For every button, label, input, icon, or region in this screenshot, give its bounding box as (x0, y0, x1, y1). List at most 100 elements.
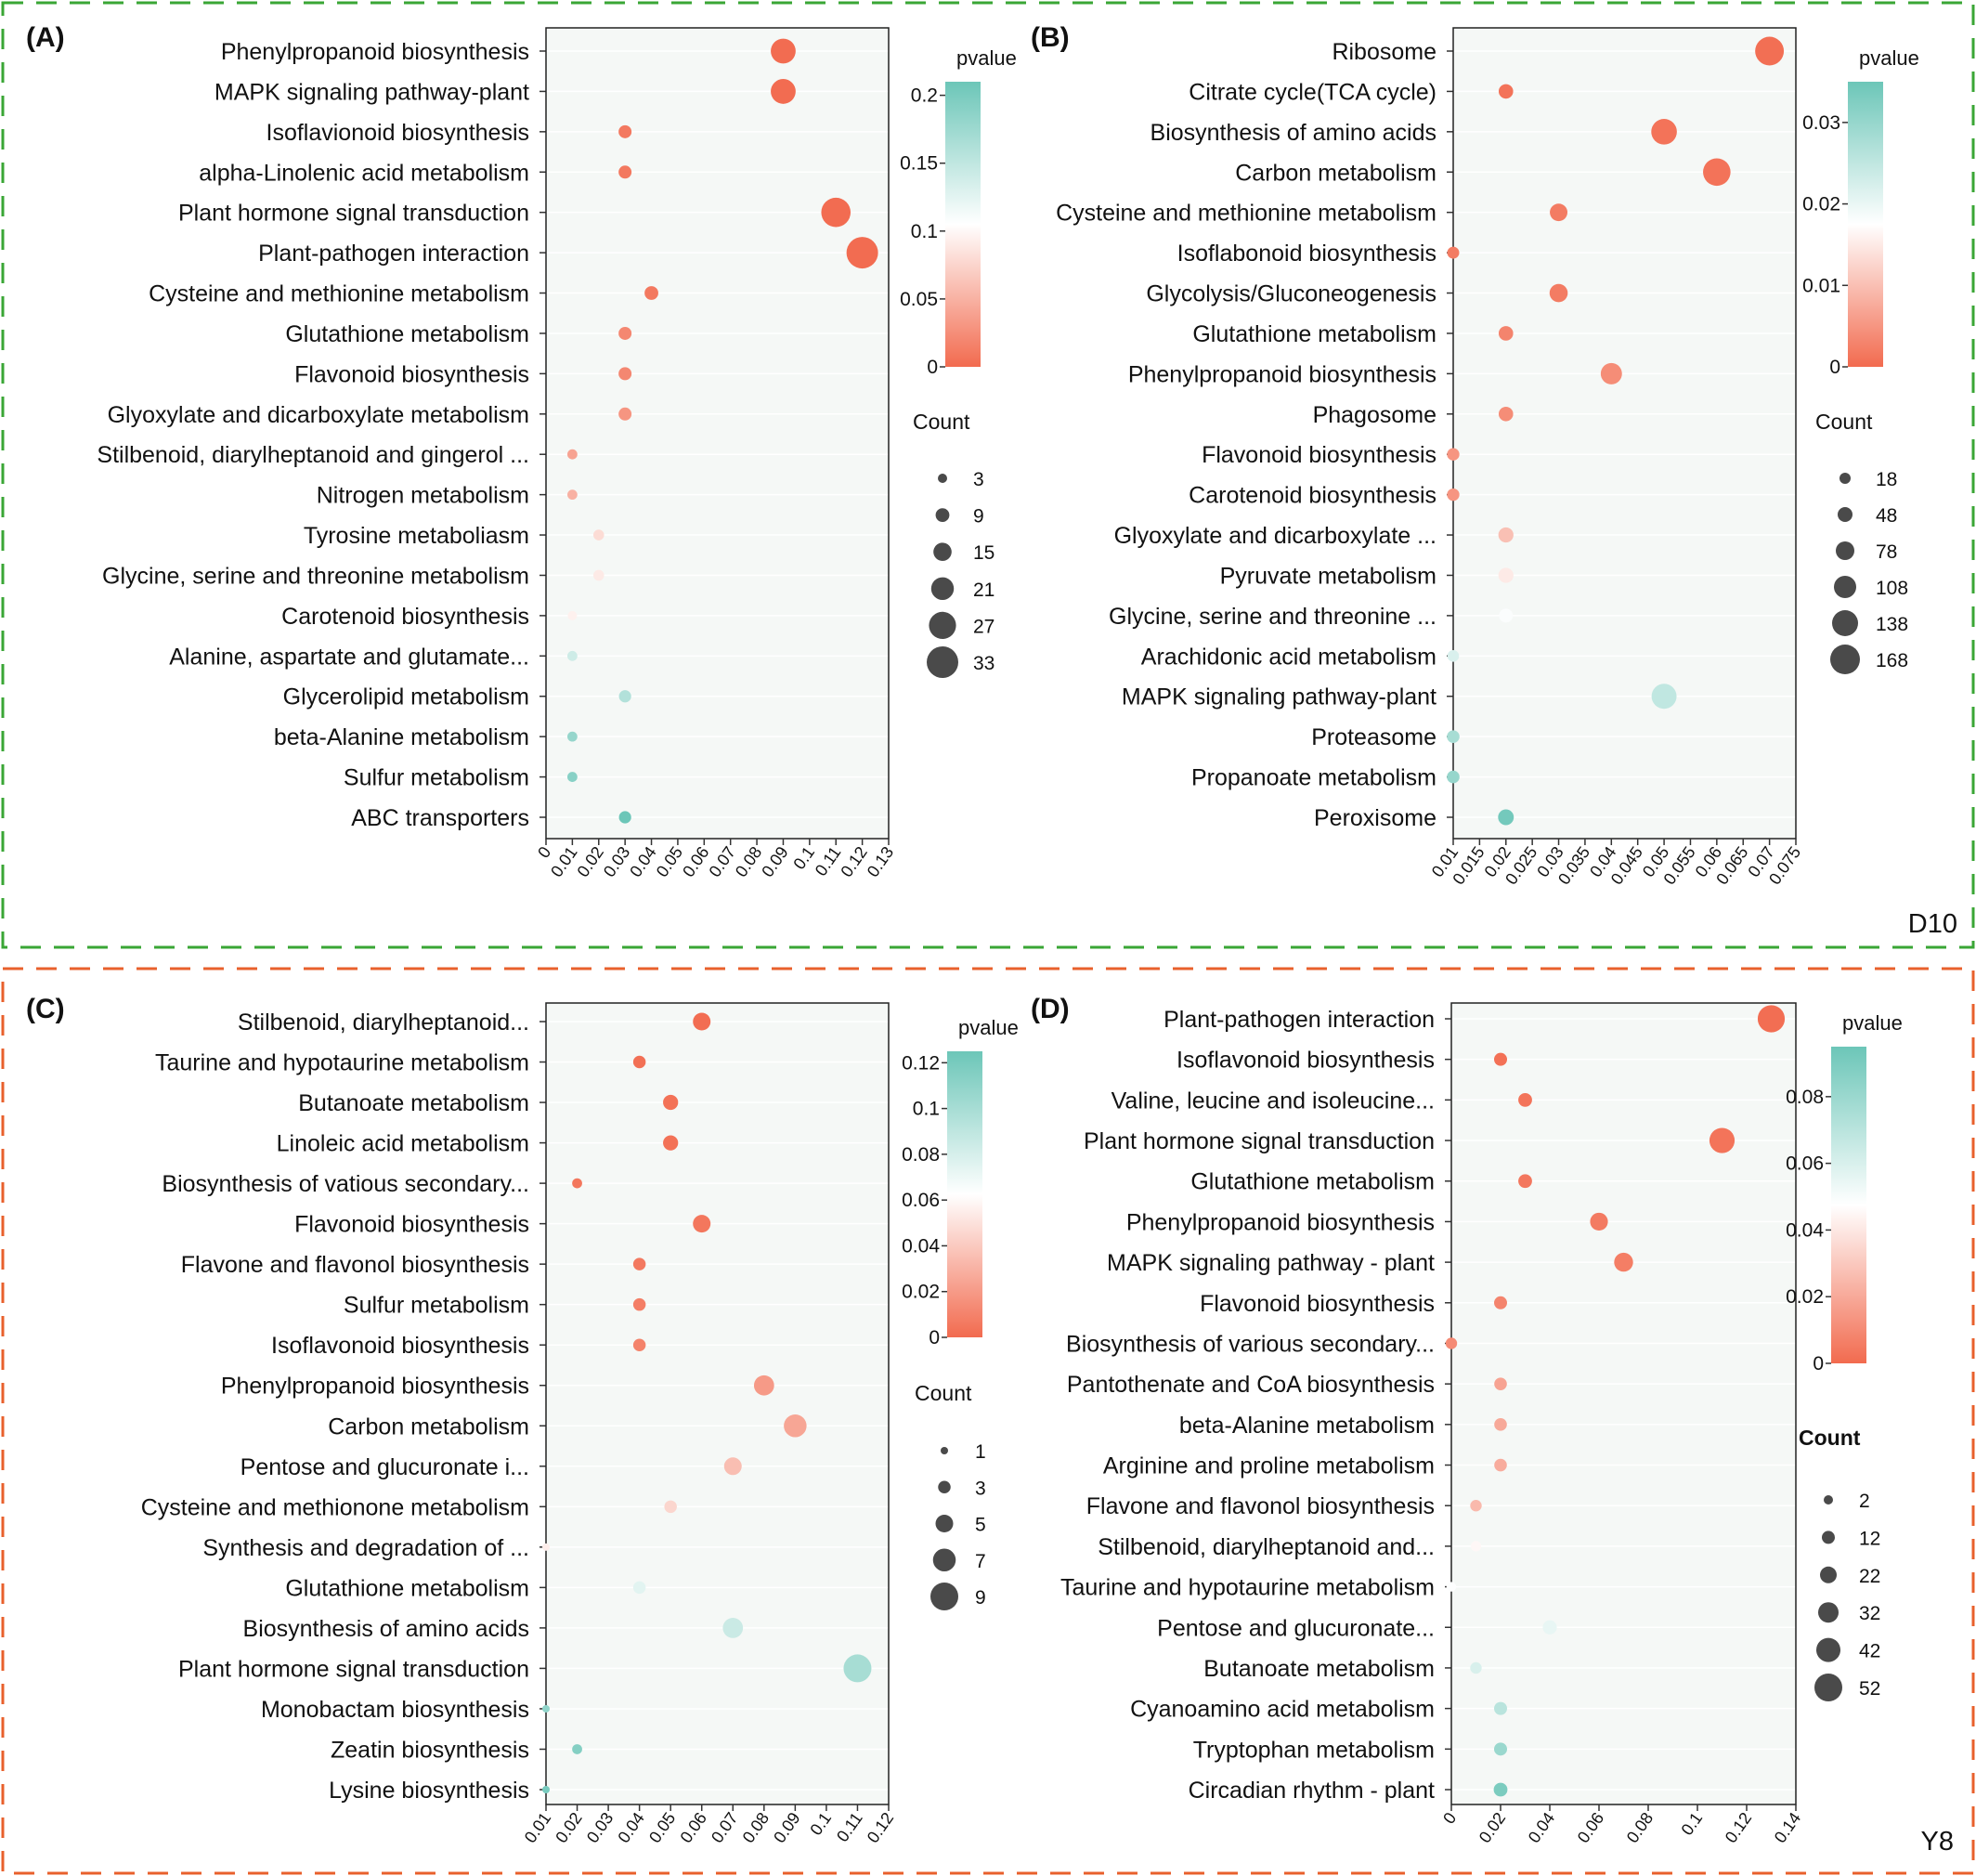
colorbar-tick-label: 0.1 (913, 1099, 940, 1120)
category-label: Flavonoid biosynthesis (1200, 1291, 1435, 1317)
colorbar-tick-label: 0.12 (902, 1052, 940, 1074)
data-point (1590, 1212, 1608, 1231)
plot-area (1451, 1003, 1796, 1804)
category-label: Linoleic acid metabolism (277, 1131, 529, 1157)
x-tick-label: 0.1 (806, 1809, 835, 1839)
category-label: Arachidonic acid metabolism (1141, 644, 1436, 670)
x-tick-label: 0.05 (645, 1809, 679, 1846)
group-frame-y8 (1, 967, 1975, 1875)
group-label-y8: Y8 (1921, 1827, 1954, 1856)
count-legend-label: 9 (975, 1587, 986, 1609)
category-label: Isoflavionoid biosynthesis (266, 120, 530, 146)
data-point (1518, 1092, 1532, 1107)
count-legend-dot (1838, 507, 1852, 522)
category-label: Glutathione metabolism (1190, 1169, 1435, 1195)
data-point (618, 124, 632, 138)
data-point (753, 1374, 774, 1396)
x-tick-label: 0.06 (679, 843, 712, 880)
data-point (664, 1500, 677, 1514)
plot-area (546, 1003, 889, 1804)
data-point (632, 1257, 646, 1270)
category-label: Pantothenate and CoA biosynthesis (1067, 1372, 1435, 1398)
count-legend-dot (1834, 576, 1856, 598)
category-label: ABC transporters (351, 805, 529, 831)
data-point (771, 38, 796, 64)
category-label: Isoflavonoid biosynthesis (271, 1333, 529, 1359)
category-label: MAPK signaling pathway-plant (1122, 684, 1436, 710)
category-label: Biosynthesis of various secondary... (1066, 1331, 1435, 1357)
colorbar-tick-label: 0.08 (902, 1144, 940, 1166)
category-label: Monobactam biosynthesis (261, 1697, 529, 1723)
panel-label: (D) (1031, 994, 1070, 1024)
category-label: Biosynthesis of amino acids (1150, 120, 1436, 146)
category-label: Glyoxylate and dicarboxylate metabolism (108, 402, 529, 428)
x-tick-label: 0.11 (833, 1809, 866, 1845)
colorbar-tick-label: 0.06 (902, 1190, 940, 1211)
category-label: Glutathione metabolism (285, 321, 529, 347)
data-point (566, 772, 578, 782)
category-label: Isoflabonoid biosynthesis (1177, 241, 1436, 267)
x-tick-label: 0.04 (1525, 1809, 1558, 1846)
data-point (542, 1786, 550, 1793)
category-label: Stilbenoid, diarylheptanoid and... (1098, 1534, 1435, 1560)
data-point (1494, 1742, 1507, 1756)
data-point (566, 650, 578, 661)
category-label: Peroxisome (1314, 805, 1436, 831)
x-tick-label: 0.08 (739, 1809, 773, 1846)
data-point (1614, 1252, 1633, 1272)
plot-frame (545, 1002, 890, 1805)
data-point (1542, 1620, 1557, 1635)
x-tick-label: 0.08 (1623, 1809, 1657, 1846)
category-label: Flavone and flavonol biosynthesis (1086, 1493, 1435, 1519)
count-legend-label: 22 (1859, 1566, 1880, 1587)
category-label: MAPK signaling pathway - plant (1107, 1250, 1435, 1276)
category-label: Flavonoid biosynthesis (294, 361, 529, 387)
x-tick-label: 0.13 (864, 843, 897, 880)
count-legend-label: 48 (1876, 505, 1897, 527)
colorbar-tick-label: 0 (929, 1327, 940, 1348)
category-label: Phagosome (1313, 402, 1436, 428)
x-tick-label: 0.12 (837, 843, 870, 880)
data-point (1447, 488, 1460, 502)
data-point (771, 79, 796, 104)
group-frame-d10 (1, 1, 1975, 949)
data-point (1445, 1337, 1458, 1349)
data-point (1498, 326, 1514, 341)
data-point (1600, 362, 1622, 384)
plot-frame (1450, 1002, 1797, 1805)
count-legend-title: Count (1815, 410, 1873, 434)
count-legend-dot (1822, 1531, 1835, 1544)
count-legend-label: 1 (975, 1441, 986, 1463)
category-label: Stilbenoid, diarylheptanoid and gingerol… (97, 442, 529, 468)
colorbar-tick-label: 0.08 (1786, 1087, 1824, 1108)
data-point (1447, 650, 1460, 662)
count-legend-dot (1816, 1637, 1840, 1662)
chart-panel: (A) Phenylpropanoid biosynthesis MAPK sign… (26, 22, 1017, 880)
category-label: Glycolysis/Gluconeogenesis (1146, 281, 1436, 307)
category-label: alpha-Linolenic acid metabolism (199, 160, 529, 186)
x-tick-label: 0.06 (1574, 1809, 1607, 1846)
data-point (1498, 84, 1514, 99)
count-legend-title: Count (1799, 1426, 1861, 1450)
x-tick-label: 0.04 (614, 1809, 647, 1846)
category-label: Taurine and hypotaurine metabolism (155, 1050, 529, 1076)
plot-area (1453, 28, 1796, 839)
count-legend-label: 7 (975, 1551, 986, 1572)
data-point (644, 286, 658, 300)
category-label: Alanine, aspartate and glutamate... (169, 644, 529, 670)
count-legend-label: 42 (1859, 1641, 1880, 1662)
data-point (1518, 1174, 1532, 1189)
category-label: Pentose and glucuronate i... (240, 1454, 529, 1480)
pvalue-legend-title: pvalue (1859, 46, 1919, 70)
category-label: Plant-pathogen interaction (258, 241, 529, 267)
data-point (618, 367, 632, 381)
count-legend-title: Count (915, 1381, 972, 1405)
x-tick-label: 0.09 (770, 1809, 803, 1846)
category-label: Cysteine and methionine metabolism (1056, 201, 1436, 227)
count-legend-label: 21 (973, 580, 994, 601)
x-tick-label: 0.05 (653, 843, 686, 880)
data-point (1498, 406, 1514, 422)
panel-label: (B) (1031, 22, 1070, 53)
count-legend-label: 33 (973, 653, 994, 674)
colorbar-tick-label: 0.15 (900, 153, 938, 175)
